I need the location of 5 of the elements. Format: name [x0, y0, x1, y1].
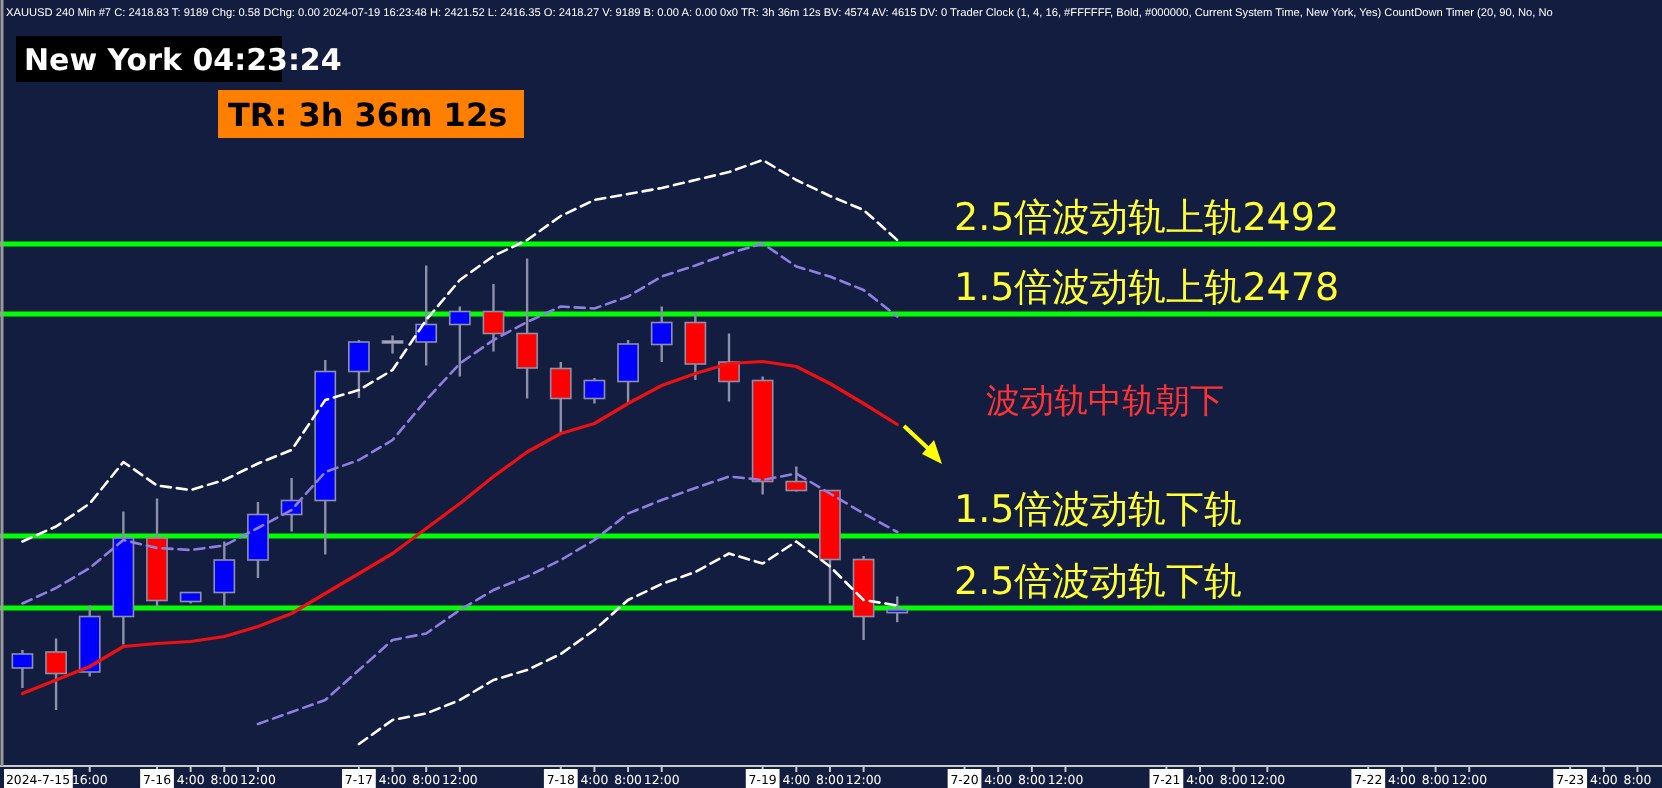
annotation: TR: 3h 36m 12s [228, 96, 508, 134]
annotation: TR: 3h 36m 12s [218, 90, 524, 138]
annotation: New York 04:23:24 [24, 42, 342, 78]
annotation: 波动轨中轨朝下 [986, 382, 1224, 422]
annotation: New York 04:23:24 [16, 36, 342, 82]
